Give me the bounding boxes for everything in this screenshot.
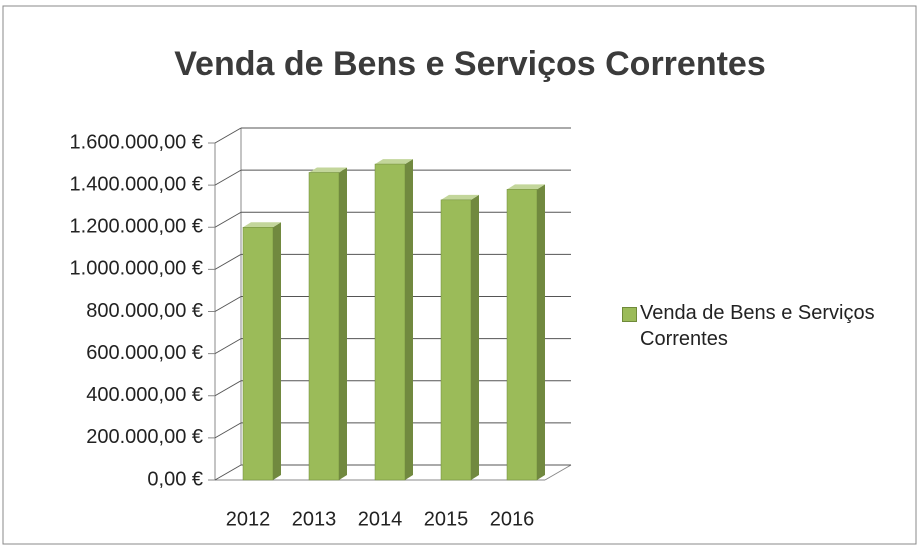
- chart-title: Venda de Bens e Serviços Correntes: [174, 45, 765, 83]
- y-tick-label: 1.200.000,00 €: [70, 216, 203, 238]
- x-tick-label: 2016: [490, 508, 535, 530]
- x-tick-label: 2015: [424, 508, 469, 530]
- y-tick-label: 1.000.000,00 €: [70, 258, 203, 280]
- grid-line-side: [214, 338, 242, 355]
- y-tick-label: 400.000,00 €: [86, 384, 203, 406]
- bar: [506, 189, 538, 481]
- bar-side: [273, 222, 281, 480]
- grid-line-side: [214, 464, 242, 481]
- y-tick-label: 1.400.000,00 €: [70, 173, 203, 195]
- y-tick-label: 0,00 €: [147, 468, 203, 490]
- bar-side: [339, 167, 347, 481]
- bar-top: [441, 194, 479, 200]
- chart-border: [2, 5, 917, 545]
- bar-top: [243, 222, 281, 228]
- y-tick-label: 800.000,00 €: [86, 300, 203, 322]
- x-tick-label: 2014: [358, 508, 403, 530]
- grid-line-side: [214, 211, 242, 228]
- bar: [374, 163, 406, 481]
- y-tick-label: 600.000,00 €: [86, 342, 203, 364]
- floor-right-edge: [544, 464, 572, 481]
- bar: [242, 227, 274, 481]
- grid-line-side: [214, 169, 242, 186]
- bar-top: [507, 184, 545, 190]
- bar-side: [471, 194, 479, 480]
- bar-top: [309, 167, 347, 173]
- legend-swatch: [622, 307, 637, 322]
- bar: [440, 199, 472, 481]
- y-tick-label: 200.000,00 €: [86, 426, 203, 448]
- grid-line-side: [214, 253, 242, 270]
- grid-line-side: [214, 296, 242, 312]
- bar: [308, 172, 340, 481]
- grid-line-side: [214, 422, 242, 439]
- bar-side: [405, 159, 413, 480]
- x-tick-label: 2012: [226, 508, 271, 530]
- legend-label: Venda de Bens e Serviços Correntes: [640, 302, 875, 350]
- grid-line-side: [214, 127, 242, 144]
- bar-side: [537, 184, 545, 480]
- x-tick-label: 2013: [292, 508, 337, 530]
- bar-top: [375, 159, 413, 165]
- y-tick-label: 1.600.000,00 €: [70, 131, 203, 153]
- grid-line-side: [214, 380, 242, 397]
